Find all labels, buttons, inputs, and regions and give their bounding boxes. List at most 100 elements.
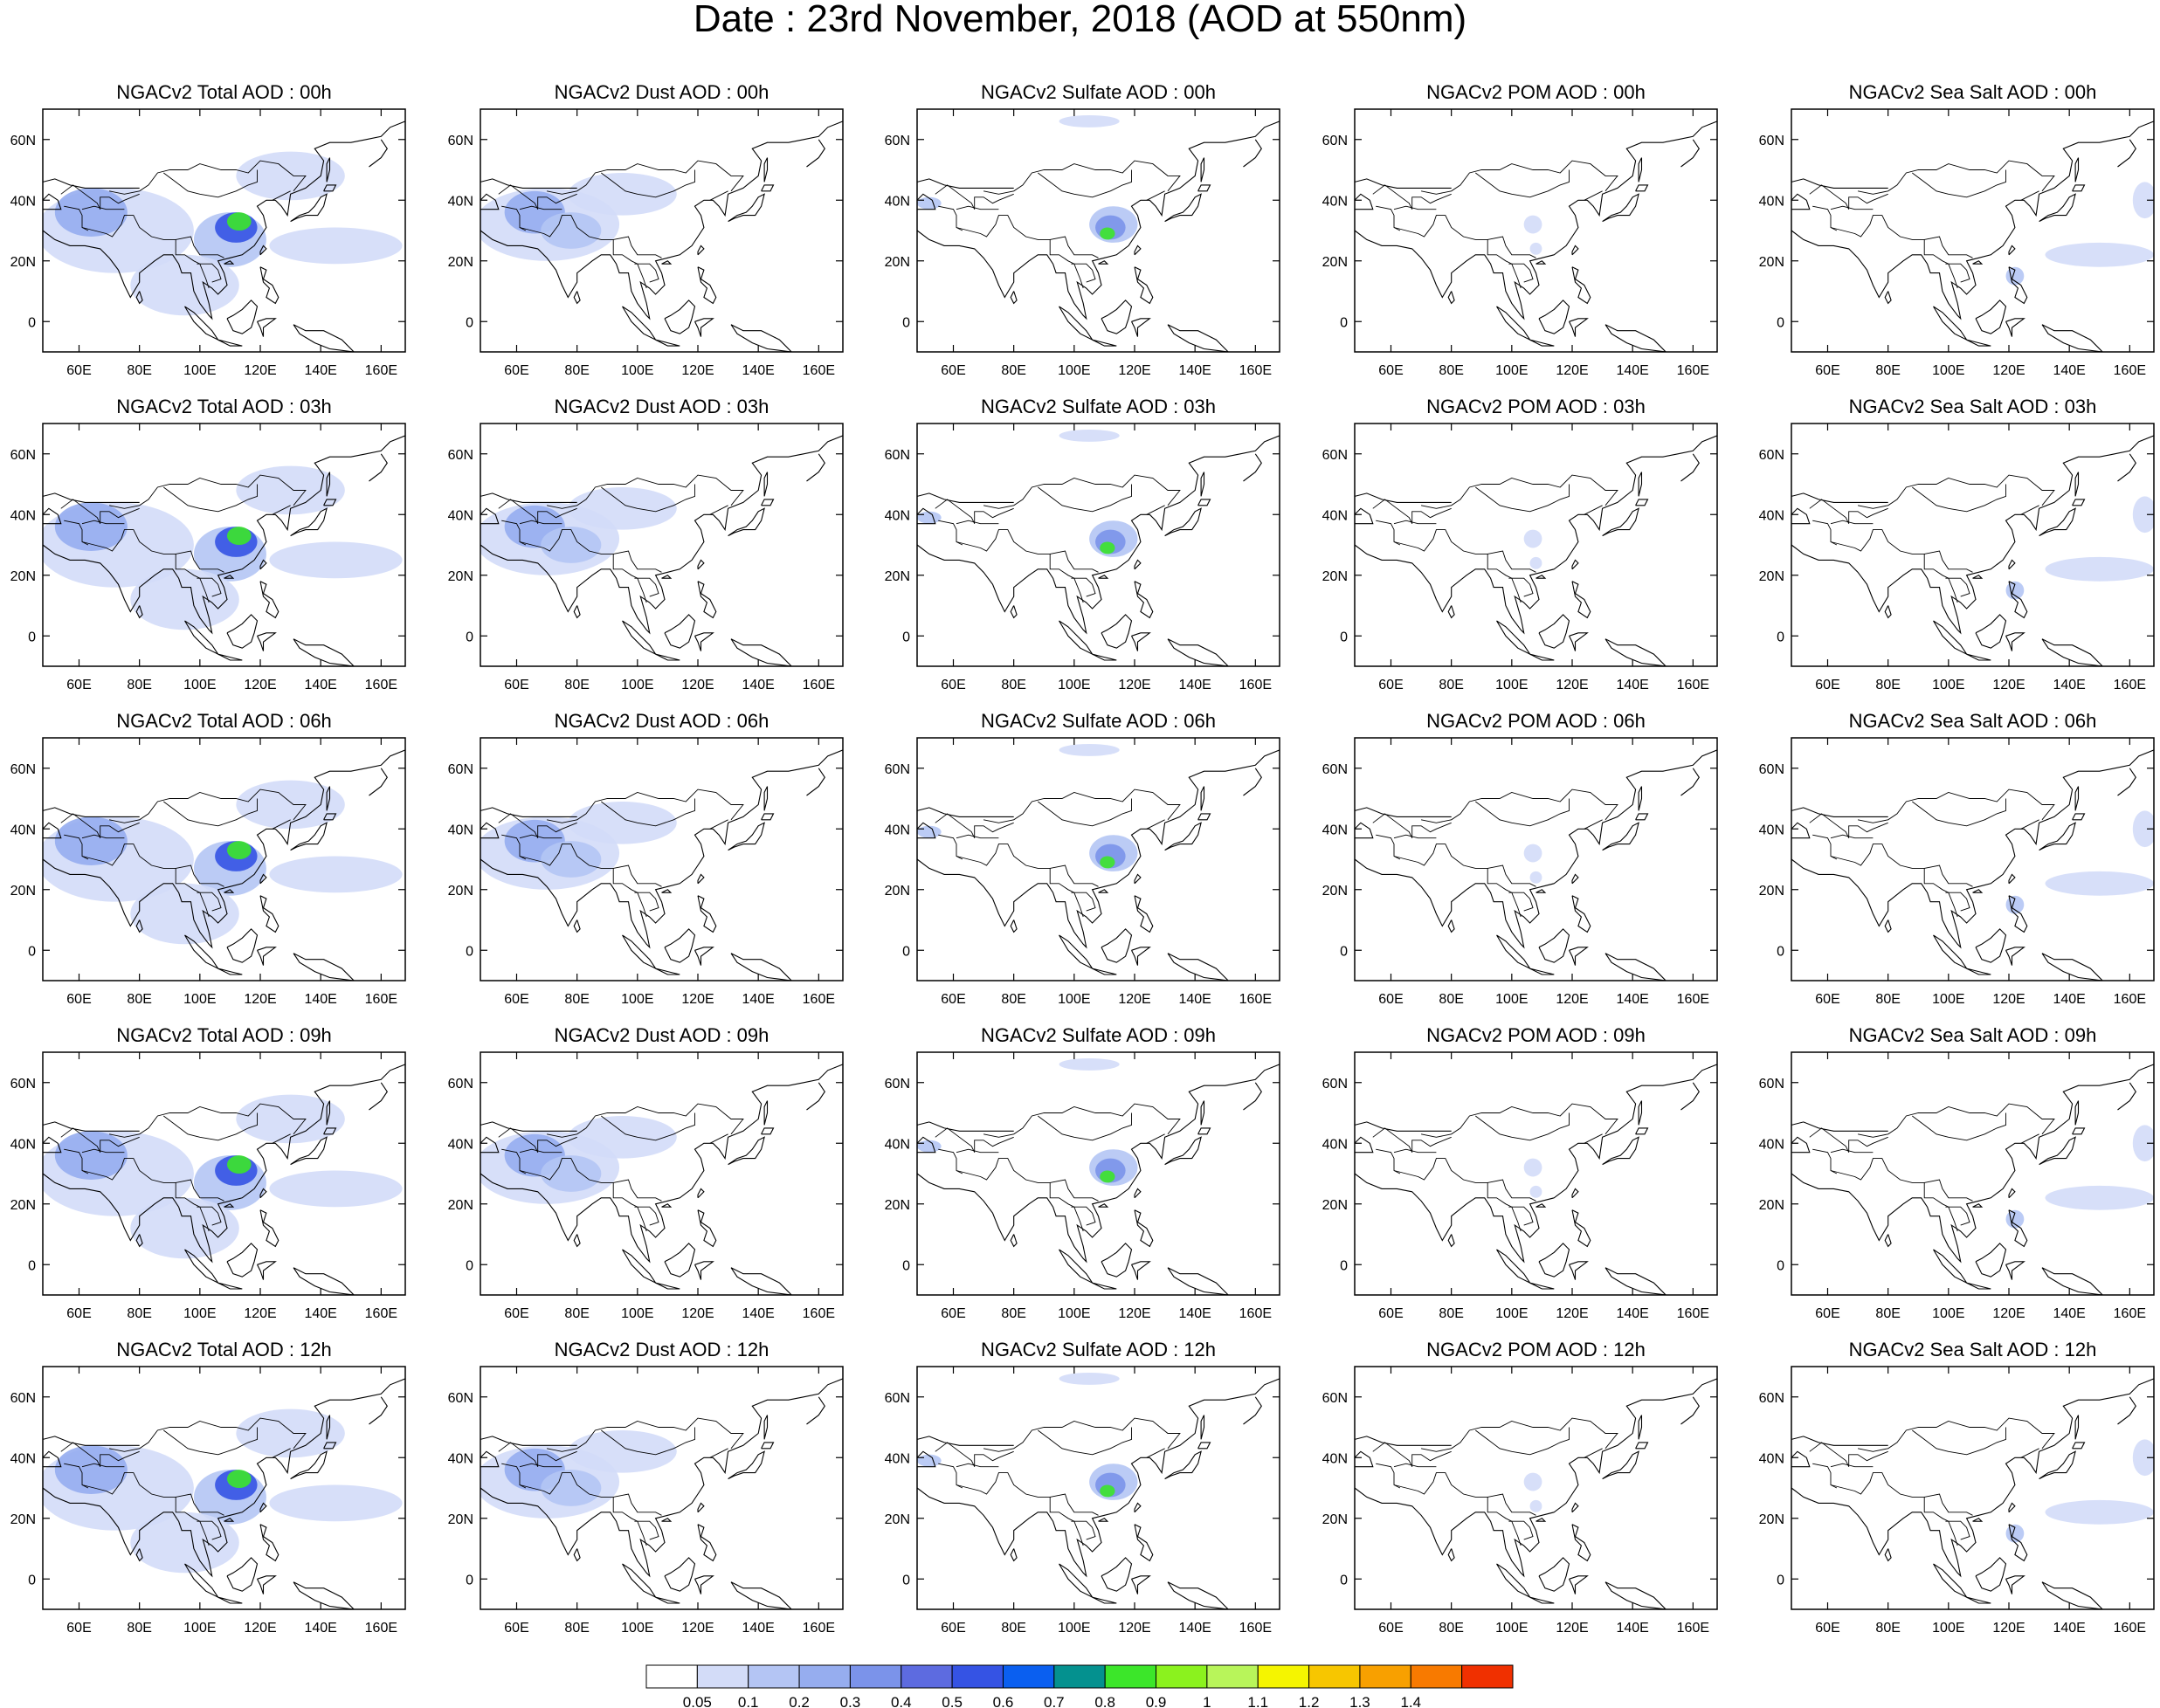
lat-tick-label: 60N <box>1322 134 1348 148</box>
aod-field <box>43 749 405 981</box>
coastline <box>1098 575 1109 579</box>
coastline <box>224 575 235 579</box>
country-border <box>612 239 647 289</box>
aod-field <box>480 1064 843 1295</box>
map-frame <box>1354 737 1718 981</box>
coastline <box>1243 453 1262 482</box>
country-border <box>1376 205 1401 231</box>
coastline <box>1059 934 1094 970</box>
coastline <box>763 1100 769 1126</box>
aod-patch <box>2005 1524 2025 1543</box>
coastline <box>1496 306 1532 341</box>
country-border <box>935 813 976 838</box>
lon-tick-label: 100E <box>621 1621 653 1636</box>
lat-tick-label: 40N <box>448 508 473 523</box>
map-frame <box>1354 108 1718 353</box>
coastline <box>1791 749 2154 949</box>
aod-patch <box>1059 114 1120 127</box>
lat-tick-label: 20N <box>885 569 910 584</box>
lat-tick-label: 60N <box>885 1391 910 1406</box>
coastline <box>2039 1450 2076 1480</box>
aod-patch <box>54 502 128 551</box>
country-border <box>1584 505 1603 515</box>
lat-tick-label: 0 <box>1777 315 1784 330</box>
country-border <box>1830 1463 1874 1468</box>
coastline <box>806 139 825 168</box>
coastline <box>1059 1249 1094 1284</box>
colorbar-label: 0.1 <box>738 1694 759 1708</box>
coastline <box>1638 472 1643 497</box>
coastline <box>1569 318 1589 337</box>
country-border <box>501 834 527 860</box>
country-border <box>1945 1206 1970 1226</box>
coastline <box>323 499 337 506</box>
country-border <box>547 474 744 509</box>
lon-tick-label: 160E <box>1239 1306 1272 1321</box>
aod-patch <box>226 1470 252 1488</box>
coastline <box>1447 1234 1455 1248</box>
lat-tick-label: 0 <box>1340 944 1348 959</box>
lon-tick-label: 60E <box>504 1306 528 1321</box>
country-border <box>60 1442 101 1467</box>
country-border <box>501 520 527 546</box>
lon-tick-label: 120E <box>1992 1306 2025 1321</box>
lon-tick-label: 60E <box>1378 1306 1403 1321</box>
aod-patch <box>2005 266 2025 286</box>
lat-tick-label: 20N <box>448 569 473 584</box>
coastline <box>1197 1442 1211 1450</box>
lat-tick-label: 20N <box>10 1512 36 1527</box>
map-panel: NGACv2 POM AOD : 09h 60E 80E 100E 120E 140E 16… <box>1322 1024 1718 1321</box>
panel-title: NGACv2 POM AOD : 12h <box>1426 1339 1646 1360</box>
aod-patch <box>1523 844 1542 863</box>
country-border <box>1858 474 2055 509</box>
country-border <box>1584 190 1603 201</box>
coastline <box>1098 889 1109 893</box>
aod-patch <box>1523 1472 1542 1491</box>
lon-tick-label: 100E <box>183 678 216 692</box>
lat-tick-label: 40N <box>10 1451 36 1466</box>
aod-field <box>480 749 843 981</box>
country-border <box>197 263 222 283</box>
country-border <box>1393 1472 1536 1516</box>
country-border <box>547 160 744 195</box>
coastline <box>1059 1563 1094 1599</box>
coastline <box>1134 581 1154 619</box>
coastline <box>1098 260 1109 265</box>
coastline <box>1966 1282 1991 1290</box>
coastline <box>1092 1282 1117 1290</box>
coastline <box>326 1415 331 1440</box>
lon-tick-label: 160E <box>1239 678 1272 692</box>
coastline <box>1680 139 1700 168</box>
aod-patch <box>2045 871 2154 896</box>
map-panel: NGACv2 Dust AOD : 09h 60E 80E 100E 120E 140E 1… <box>448 1024 844 1321</box>
coastline <box>806 1082 825 1111</box>
colorbar-box <box>1308 1664 1361 1689</box>
coastline <box>1243 768 1262 796</box>
coastline <box>257 1575 277 1594</box>
coastline <box>1791 193 1811 210</box>
country-border <box>2020 190 2039 201</box>
country-border <box>2020 1448 2039 1458</box>
aod-patch <box>54 188 128 237</box>
coastline <box>917 1436 1014 1446</box>
country-border <box>1945 577 1970 597</box>
coastline <box>1933 620 1969 656</box>
country-border <box>519 215 662 258</box>
coastline <box>573 1548 581 1562</box>
coastline <box>1571 1188 1579 1199</box>
coastline <box>917 435 1280 635</box>
lat-tick-label: 20N <box>448 255 473 270</box>
lon-tick-label: 120E <box>1556 363 1588 378</box>
map-panel: NGACv2 Dust AOD : 00h 60E 80E 100E 120E 140E 1… <box>448 81 844 378</box>
country-border <box>81 1472 224 1516</box>
aod-patch <box>917 825 942 838</box>
country-border <box>1809 1127 1850 1153</box>
country-border <box>163 1427 258 1456</box>
country-border <box>537 507 577 524</box>
coastline <box>1200 1415 1205 1440</box>
coastline <box>655 339 680 347</box>
country-border <box>1584 1448 1603 1458</box>
country-border <box>1421 1417 1618 1452</box>
lon-tick-label: 120E <box>1556 1621 1588 1636</box>
coastline <box>1538 928 1570 963</box>
